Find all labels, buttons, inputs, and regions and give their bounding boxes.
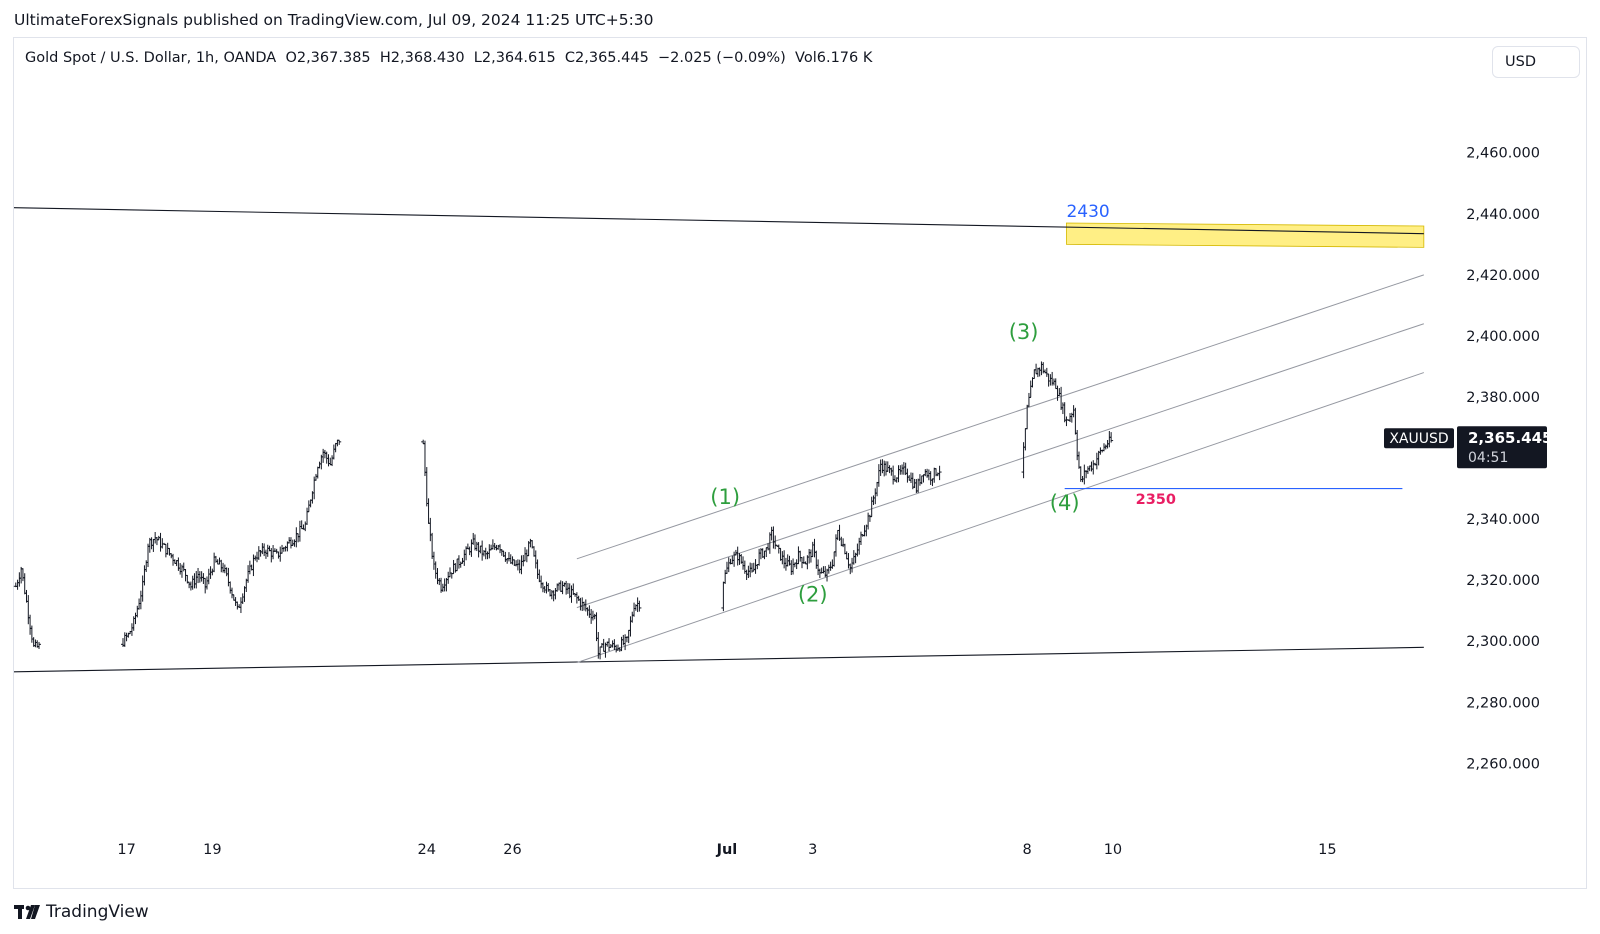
price-bar xyxy=(637,600,642,612)
y-tick-label: 2,460.000 xyxy=(1466,146,1540,162)
y-tick-label: 2,340.000 xyxy=(1466,512,1540,528)
price-bar xyxy=(315,466,320,479)
wave-label-3[interactable]: (3) xyxy=(1009,320,1039,344)
price-bar xyxy=(937,465,942,481)
volume-value: Vol6.176 K xyxy=(795,50,873,66)
open-value: O2,367.385 xyxy=(285,50,371,66)
upper-wedge-line[interactable] xyxy=(13,207,1424,235)
symbol-tag: XAUUSD xyxy=(1389,431,1448,447)
price-bar xyxy=(1109,432,1114,443)
tradingview-brand-text: TradingView xyxy=(46,902,149,922)
support-label-2350[interactable]: 2350 xyxy=(1136,492,1176,508)
high-value: H2,368.430 xyxy=(379,50,465,66)
low-value: L2,364.615 xyxy=(473,50,556,66)
last-price: 2,365.445 xyxy=(1468,429,1552,447)
y-tick-label: 2,380.000 xyxy=(1466,390,1540,406)
tradingview-logo[interactable]: TradingView xyxy=(14,902,149,922)
y-tick-label: 2,440.000 xyxy=(1466,207,1540,223)
channel-top-line[interactable] xyxy=(576,274,1424,560)
y-tick-label: 2,400.000 xyxy=(1466,329,1540,345)
symbol-description: Gold Spot / U.S. Dollar, 1h, OANDA xyxy=(25,50,277,66)
y-tick-label: 2,280.000 xyxy=(1466,695,1540,711)
x-tick-label: 19 xyxy=(203,842,221,858)
x-tick-label: 8 xyxy=(1023,842,1032,858)
wave-label-1[interactable]: (1) xyxy=(710,485,740,509)
x-tick-label: 3 xyxy=(808,842,817,858)
channel-mid-line[interactable] xyxy=(576,323,1424,609)
x-tick-label: 26 xyxy=(503,842,521,858)
x-tick-label: Jul xyxy=(716,842,738,858)
symbol-tag-bg xyxy=(1384,428,1454,449)
chart-frame xyxy=(13,37,1587,889)
price-bar xyxy=(721,581,726,612)
price-bar xyxy=(37,641,42,649)
wave-label-2[interactable]: (2) xyxy=(798,583,828,607)
y-tick-label: 2,260.000 xyxy=(1466,756,1540,772)
price-bar xyxy=(1023,428,1028,451)
x-tick-label: 10 xyxy=(1104,842,1122,858)
price-bar xyxy=(337,439,342,445)
bar-countdown: 04:51 xyxy=(1468,450,1508,466)
change-value: −2.025 (−0.09%) xyxy=(658,50,786,66)
currency-selector-button[interactable]: USD xyxy=(1492,46,1580,78)
y-tick-label: 2,320.000 xyxy=(1466,573,1540,589)
x-tick-label: 24 xyxy=(418,842,436,858)
symbol-legend: Gold Spot / U.S. Dollar, 1h, OANDA O2,36… xyxy=(25,50,872,66)
publisher-caption: UltimateForexSignals published on Tradin… xyxy=(14,11,654,29)
y-tick-label: 2,420.000 xyxy=(1466,268,1540,284)
target-label-2430[interactable]: 2430 xyxy=(1066,202,1109,222)
channel-bottom-line[interactable] xyxy=(576,372,1424,664)
y-tick-label: 2,300.000 xyxy=(1466,634,1540,650)
last-price-tag-bg xyxy=(1457,426,1547,469)
close-value: C2,365.445 xyxy=(564,50,649,66)
wave-label-4[interactable]: (4) xyxy=(1050,491,1080,515)
tradingview-logo-icon xyxy=(14,905,40,919)
x-tick-label: 17 xyxy=(117,842,135,858)
target-zone-2430[interactable] xyxy=(1066,222,1425,248)
lower-wedge-line[interactable] xyxy=(13,646,1424,673)
x-tick-label: 15 xyxy=(1318,842,1336,858)
